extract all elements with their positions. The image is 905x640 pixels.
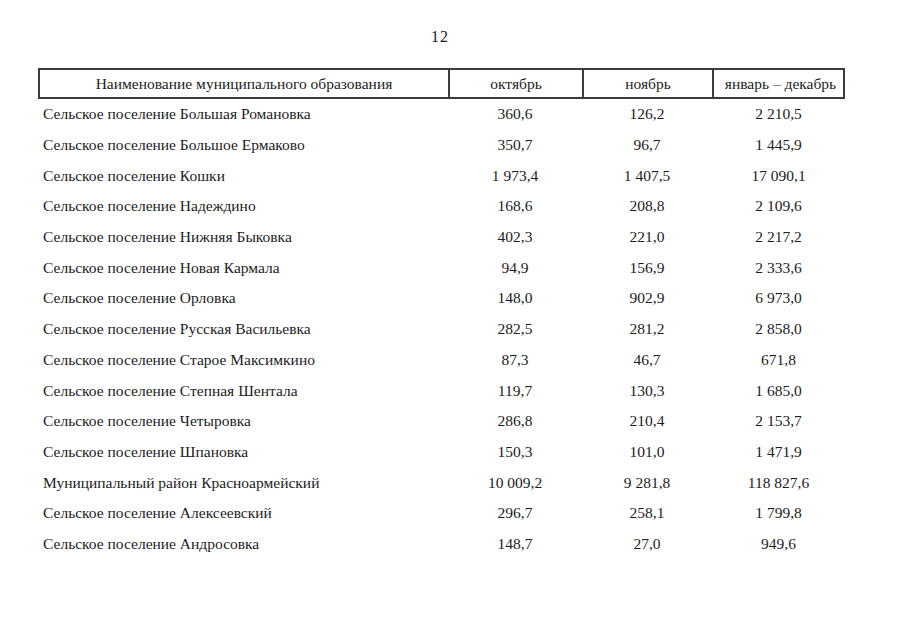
table-row: Сельское поселение Алексеевский296,7258,… — [38, 498, 845, 529]
november-value: 210,4 — [582, 412, 712, 430]
municipal-data-table: Наименование муниципального образования … — [38, 68, 845, 559]
table-header-row: Наименование муниципального образования … — [38, 68, 845, 99]
october-value: 282,5 — [448, 320, 582, 338]
october-value: 148,7 — [448, 535, 582, 553]
november-value: 101,0 — [582, 443, 712, 461]
october-value: 1 973,4 — [448, 167, 582, 185]
municipality-name: Сельское поселение Шпановка — [38, 443, 448, 461]
header-january-december: январь – декабрь — [714, 70, 847, 97]
municipality-name: Сельское поселение Новая Кармала — [38, 259, 448, 277]
november-value: 902,9 — [582, 289, 712, 307]
november-value: 126,2 — [582, 105, 712, 123]
january-december-value: 2 210,5 — [712, 105, 845, 123]
november-value: 27,0 — [582, 535, 712, 553]
municipality-name: Сельское поселение Надеждино — [38, 197, 448, 215]
november-value: 281,2 — [582, 320, 712, 338]
table-row: Сельское поселение Степная Шентала119,71… — [38, 375, 845, 406]
january-december-value: 118 827,6 — [712, 474, 845, 492]
october-value: 360,6 — [448, 105, 582, 123]
municipality-name: Сельское поселение Большая Романовка — [38, 105, 448, 123]
table-row: Сельское поселение Новая Кармала94,9156,… — [38, 252, 845, 283]
municipality-name: Сельское поселение Андросовка — [38, 535, 448, 553]
table-row: Сельское поселение Андросовка148,727,094… — [38, 529, 845, 560]
october-value: 150,3 — [448, 443, 582, 461]
table-row: Сельское поселение Кошки1 973,41 407,517… — [38, 160, 845, 191]
october-value: 402,3 — [448, 228, 582, 246]
november-value: 96,7 — [582, 136, 712, 154]
municipality-name: Сельское поселение Старое Максимкино — [38, 351, 448, 369]
october-value: 296,7 — [448, 504, 582, 522]
january-december-value: 1 685,0 — [712, 382, 845, 400]
november-value: 258,1 — [582, 504, 712, 522]
table-row: Сельское поселение Большая Романовка360,… — [38, 99, 845, 130]
municipality-name: Сельское поселение Орловка — [38, 289, 448, 307]
table-row: Сельское поселение Орловка148,0902,96 97… — [38, 283, 845, 314]
november-value: 221,0 — [582, 228, 712, 246]
january-december-value: 671,8 — [712, 351, 845, 369]
october-value: 10 009,2 — [448, 474, 582, 492]
january-december-value: 17 090,1 — [712, 167, 845, 185]
municipality-name: Сельское поселение Русская Васильевка — [38, 320, 448, 338]
october-value: 286,8 — [448, 412, 582, 430]
municipality-name: Сельское поселение Четыровка — [38, 412, 448, 430]
table-row: Муниципальный район Красноармейский10 00… — [38, 467, 845, 498]
table-row: Сельское поселение Русская Васильевка282… — [38, 314, 845, 345]
header-municipality-name: Наименование муниципального образования — [40, 70, 450, 97]
november-value: 9 281,8 — [582, 474, 712, 492]
table-row: Сельское поселение Четыровка286,8210,42 … — [38, 406, 845, 437]
october-value: 168,6 — [448, 197, 582, 215]
november-value: 130,3 — [582, 382, 712, 400]
january-december-value: 1 799,8 — [712, 504, 845, 522]
october-value: 87,3 — [448, 351, 582, 369]
january-december-value: 949,6 — [712, 535, 845, 553]
municipality-name: Сельское поселение Алексеевский — [38, 504, 448, 522]
january-december-value: 2 109,6 — [712, 197, 845, 215]
municipality-name: Сельское поселение Большое Ермаково — [38, 136, 448, 154]
municipality-name: Сельское поселение Степная Шентала — [38, 382, 448, 400]
municipality-name: Сельское поселение Кошки — [38, 167, 448, 185]
november-value: 208,8 — [582, 197, 712, 215]
january-december-value: 1 471,9 — [712, 443, 845, 461]
municipality-name: Муниципальный район Красноармейский — [38, 474, 448, 492]
header-november: ноябрь — [584, 70, 714, 97]
january-december-value: 2 217,2 — [712, 228, 845, 246]
table-row: Сельское поселение Шпановка150,3101,01 4… — [38, 437, 845, 468]
january-december-value: 2 153,7 — [712, 412, 845, 430]
header-october: октябрь — [450, 70, 584, 97]
table-row: Сельское поселение Надеждино168,6208,82 … — [38, 191, 845, 222]
municipality-name: Сельское поселение Нижняя Быковка — [38, 228, 448, 246]
november-value: 1 407,5 — [582, 167, 712, 185]
table-row: Сельское поселение Старое Максимкино87,3… — [38, 345, 845, 376]
table-row: Сельское поселение Большое Ермаково350,7… — [38, 130, 845, 161]
january-december-value: 6 973,0 — [712, 289, 845, 307]
january-december-value: 2 333,6 — [712, 259, 845, 277]
november-value: 46,7 — [582, 351, 712, 369]
october-value: 148,0 — [448, 289, 582, 307]
january-december-value: 2 858,0 — [712, 320, 845, 338]
january-december-value: 1 445,9 — [712, 136, 845, 154]
table-row: Сельское поселение Нижняя Быковка402,322… — [38, 222, 845, 253]
table-body: Сельское поселение Большая Романовка360,… — [38, 99, 845, 559]
october-value: 350,7 — [448, 136, 582, 154]
page-number: 12 — [0, 28, 880, 46]
october-value: 119,7 — [448, 382, 582, 400]
october-value: 94,9 — [448, 259, 582, 277]
november-value: 156,9 — [582, 259, 712, 277]
